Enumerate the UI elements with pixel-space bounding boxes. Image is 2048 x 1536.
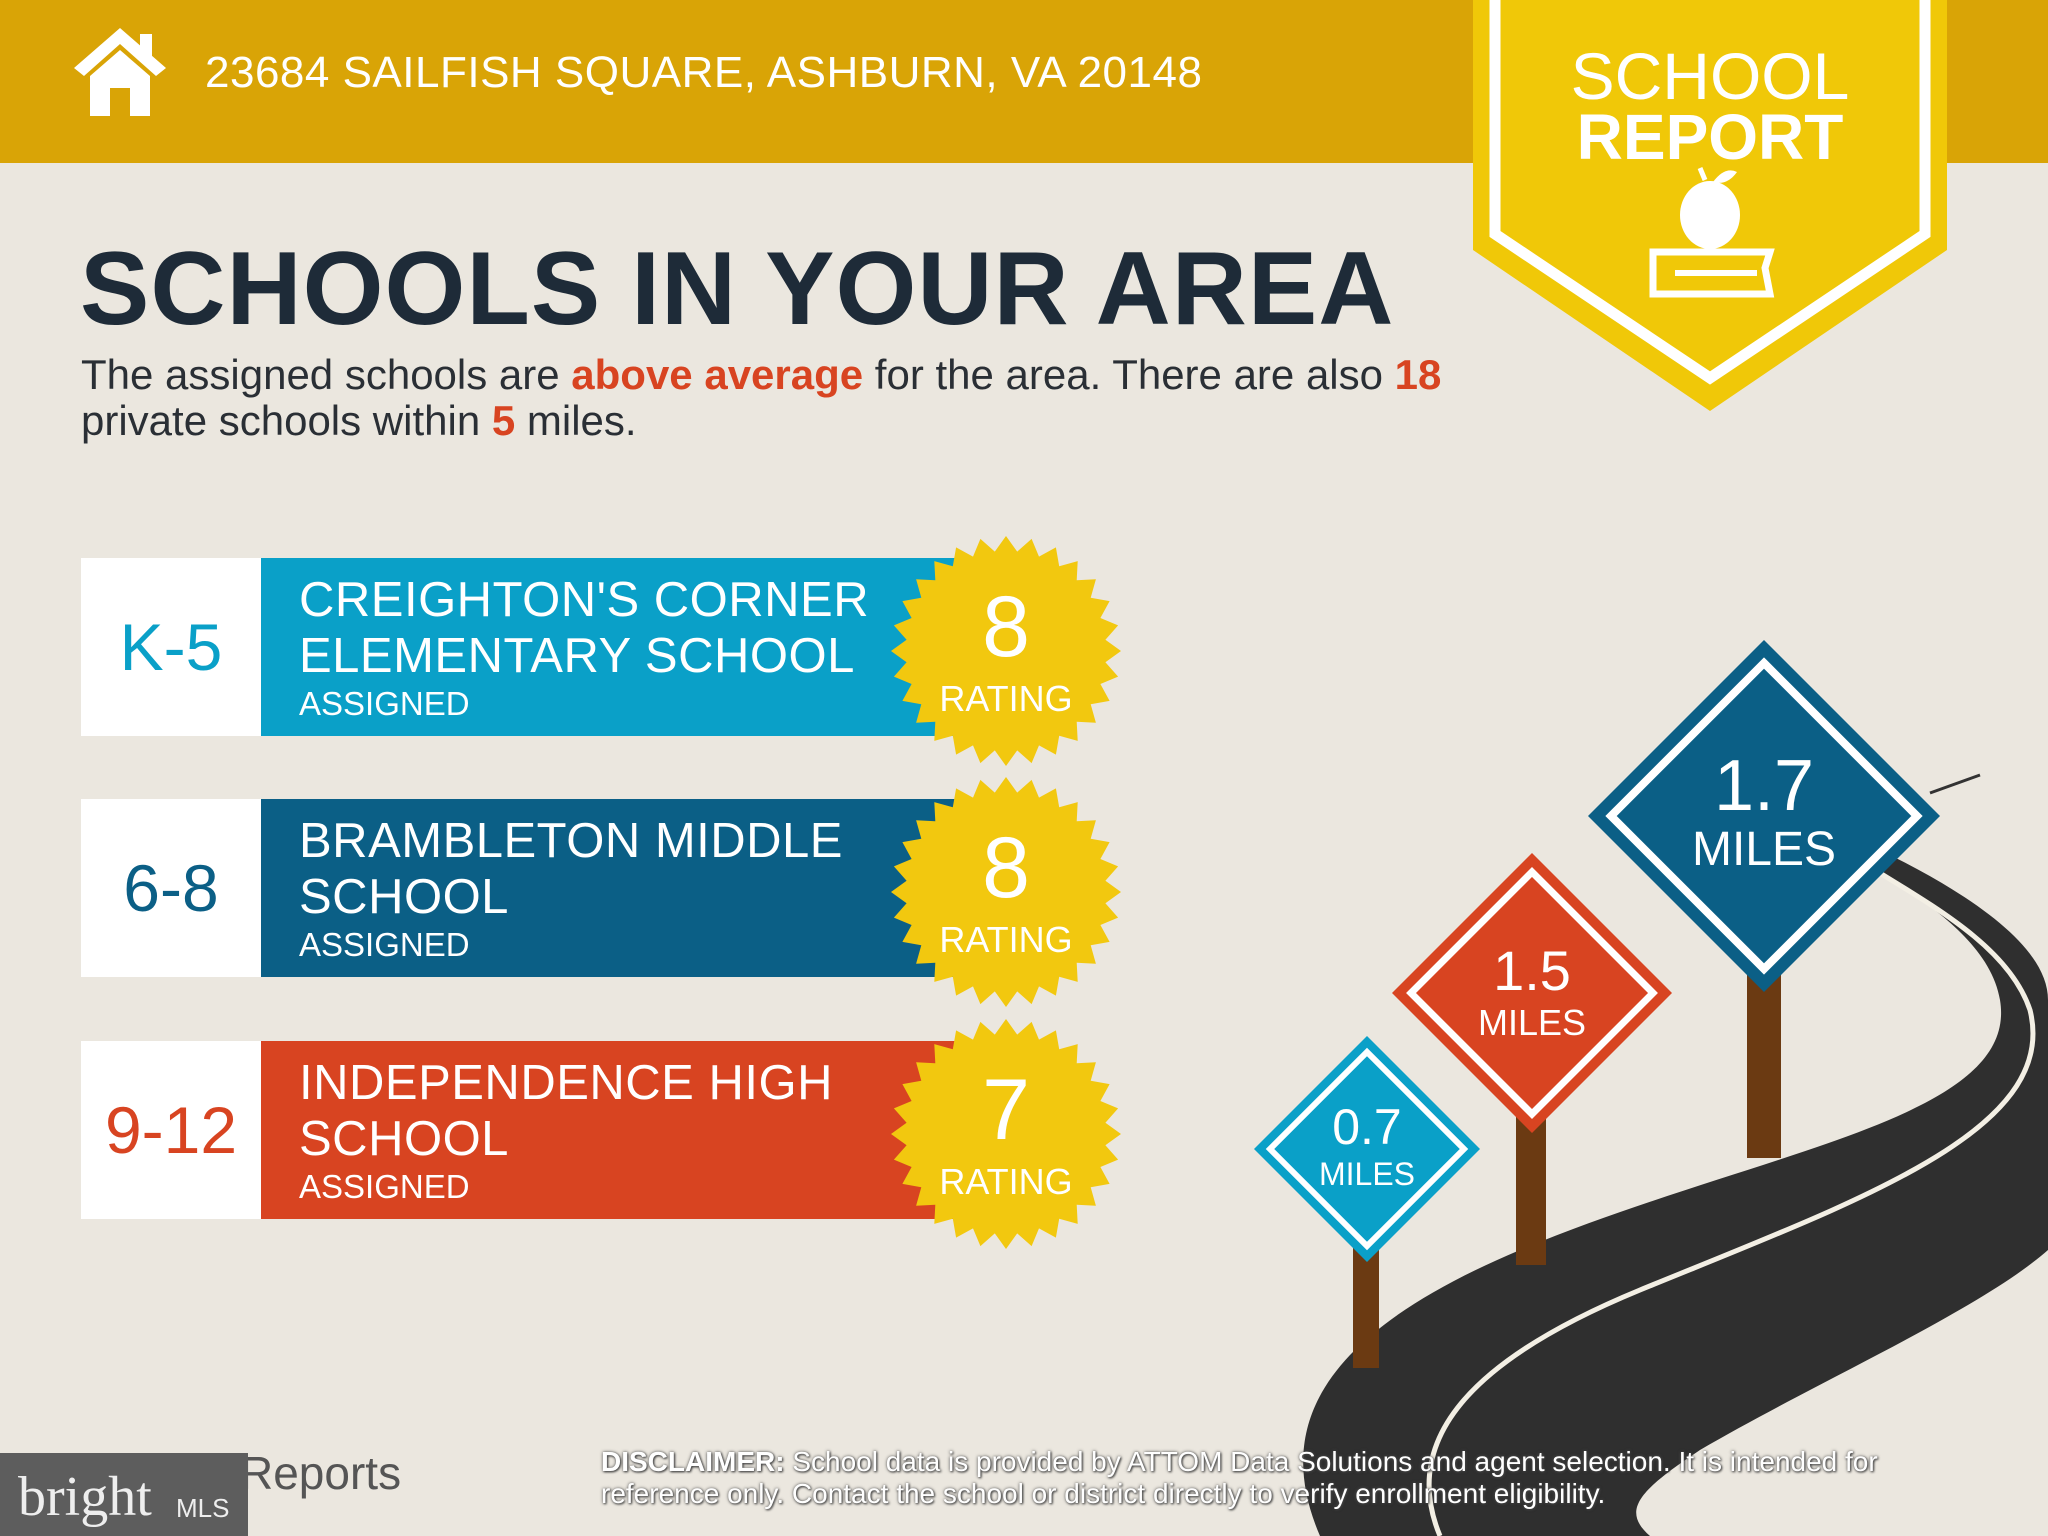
property-address: 23684 SAILFISH SQUARE, ASHBURN, VA 20148 [205,48,1203,97]
summary-text: The assigned schools are above average f… [81,351,1442,444]
sign-post-1.5 [1516,1110,1546,1265]
school-name: BRAMBLETON MIDDLE SCHOOL [299,814,843,924]
school-bar: BRAMBLETON MIDDLE SCHOOL ASSIGNED [261,799,961,977]
sign-0.7 [1254,1036,1480,1262]
school-name: CREIGHTON'S CORNER ELEMENTARY SCHOOL [299,573,870,683]
house-icon [74,28,166,116]
grade-range: 6-8 [81,799,261,977]
rating-seal-shape [891,536,1121,766]
sign-unit: MILES [1318,1156,1416,1192]
badge-title-line2: REPORT [1576,101,1844,173]
sign-distance: 1.7 [1713,746,1815,826]
school-name: INDEPENDENCE HIGH SCHOOL [299,1056,833,1166]
sign-1.5 [1392,853,1672,1133]
school-row: 6-8 BRAMBLETON MIDDLE SCHOOL ASSIGNED 8 RA… [81,777,1121,1007]
grade-range: 9-12 [81,1041,261,1219]
sign-1.7 [1588,640,1940,992]
sign-distance: 1.5 [1493,939,1571,1002]
rating-seal-shape [891,777,1121,1007]
disclaimer: DISCLAIMER: School data is provided by A… [601,1446,1878,1509]
school-status: ASSIGNED [299,1168,470,1205]
rating-label: RATING [939,678,1073,719]
school-bar: CREIGHTON'S CORNER ELEMENTARY SCHOOL ASSIG… [261,558,961,736]
reports-logo-text: Reports [240,1447,402,1499]
rating-seal-icon [891,777,1121,1007]
rating-label: RATING [939,919,1073,960]
school-bar: INDEPENDENCE HIGH SCHOOL ASSIGNED [261,1041,961,1219]
sign-distance: 0.7 [1332,1099,1402,1155]
page-title: SCHOOLS IN YOUR AREA [80,231,1395,347]
sign-post-1.7 [1747,970,1781,1158]
school-status: ASSIGNED [299,685,470,722]
grade-range: K-5 [81,558,261,736]
road [1303,855,2048,1536]
school-row: K-5 CREIGHTON'S CORNER ELEMENTARY SCHOOL A… [81,536,1121,766]
school-status: ASSIGNED [299,926,470,963]
rating-seal-icon [891,1019,1121,1249]
sign-unit: MILES [1477,1002,1587,1043]
rating-seal-icon [891,536,1121,766]
apple-on-book-icon [1649,167,1775,298]
school-row: 9-12 INDEPENDENCE HIGH SCHOOL ASSIGNED 7 R… [81,1019,1121,1249]
sign-unit: MILES [1691,823,1837,876]
rating-value: 8 [982,579,1030,675]
rating-value: 8 [982,820,1030,916]
bright-mls-logo: bright MLS [0,1453,248,1536]
rating-label: RATING [939,1161,1073,1202]
badge-title-line1: SCHOOL [1570,39,1850,113]
school-report-badge [1473,0,1947,411]
rating-seal-shape [891,1019,1121,1249]
rating-value: 7 [982,1062,1030,1158]
